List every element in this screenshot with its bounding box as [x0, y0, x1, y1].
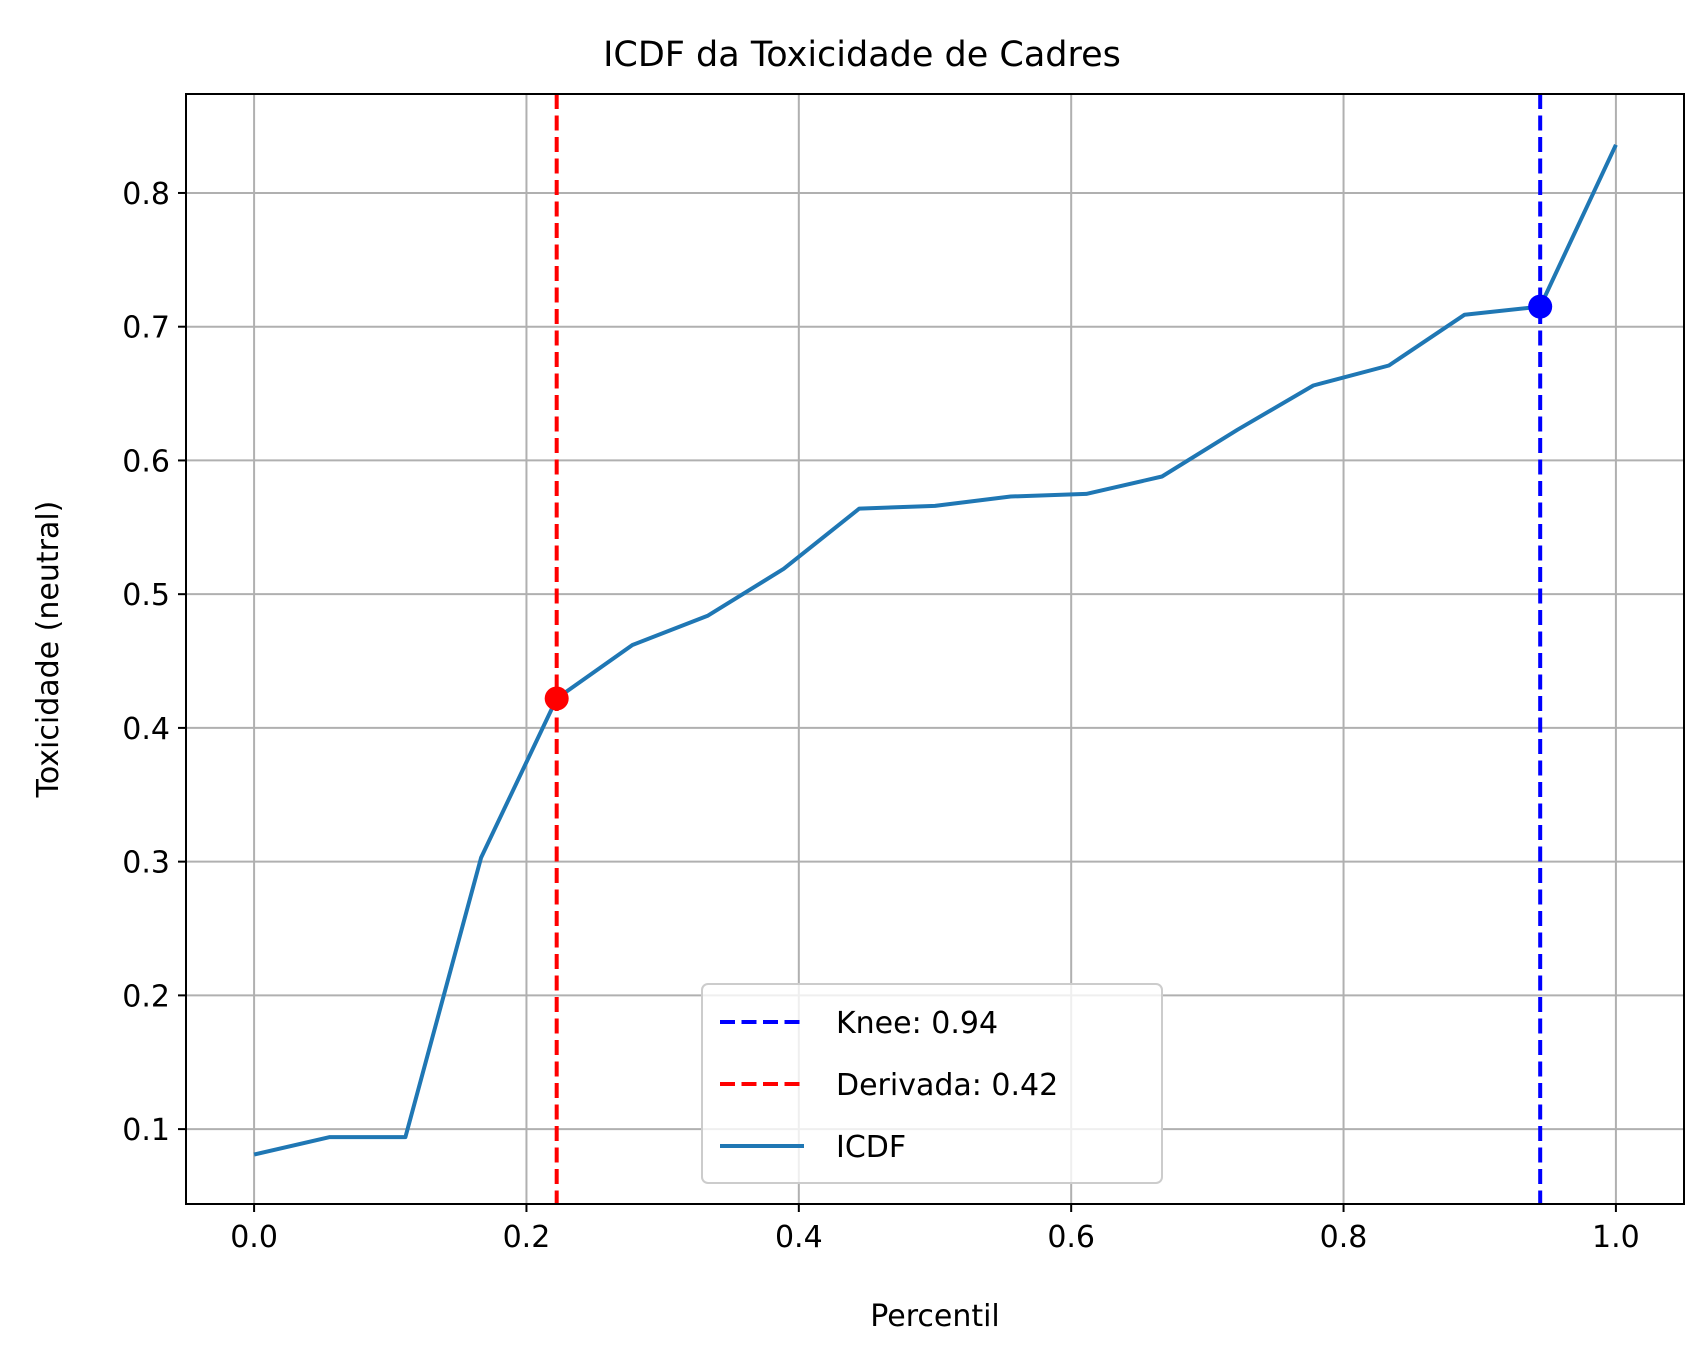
x-tick-label: 0.0: [230, 1220, 278, 1255]
y-tick-label: 0.6: [122, 444, 170, 479]
y-tick-label: 0.5: [122, 578, 170, 613]
y-tick-label: 0.7: [122, 311, 170, 346]
y-tick-label: 0.3: [122, 846, 170, 881]
plot-frame: [185, 93, 1685, 1205]
series-layer: [253, 143, 1618, 1157]
y-tick-label: 0.4: [122, 712, 170, 747]
legend: Knee: 0.94 Derivada: 0.42 ICDF: [701, 983, 1163, 1184]
y-tick-label: 0.8: [122, 177, 170, 212]
x-tick-label: 0.8: [1320, 1220, 1368, 1255]
x-tick-label: 0.4: [775, 1220, 823, 1255]
chart-title: ICDF da Toxicidade de Cadres: [603, 35, 1121, 75]
y-axis-label: Toxicidade (neutral): [31, 501, 66, 799]
grid: [186, 94, 1684, 1204]
x-tick-label: 1.0: [1592, 1220, 1640, 1255]
knee-marker: [1528, 294, 1553, 319]
x-axis-label: Percentil: [870, 1299, 1000, 1334]
y-tick-label: 0.2: [122, 979, 170, 1014]
vertical-lines: [554, 94, 1543, 1204]
legend-label: Knee: 0.94: [836, 1006, 998, 1041]
legend-label: ICDF: [836, 1130, 906, 1165]
derivada-marker: [544, 686, 569, 711]
ticks: 0.0 0.2 0.4 0.6 0.8 1.0 0.1 0.2 0.3 0.4 0.5 0.6 0.7 0…: [122, 177, 1639, 1255]
legend-label: Derivada: 0.42: [836, 1068, 1058, 1103]
markers: [544, 294, 1553, 711]
y-tick-label: 0.1: [122, 1113, 170, 1148]
x-tick-label: 0.6: [1047, 1220, 1095, 1255]
icdf-series-line: [253, 143, 1618, 1157]
legend-box: [701, 983, 1163, 1184]
x-tick-label: 0.2: [503, 1220, 551, 1255]
